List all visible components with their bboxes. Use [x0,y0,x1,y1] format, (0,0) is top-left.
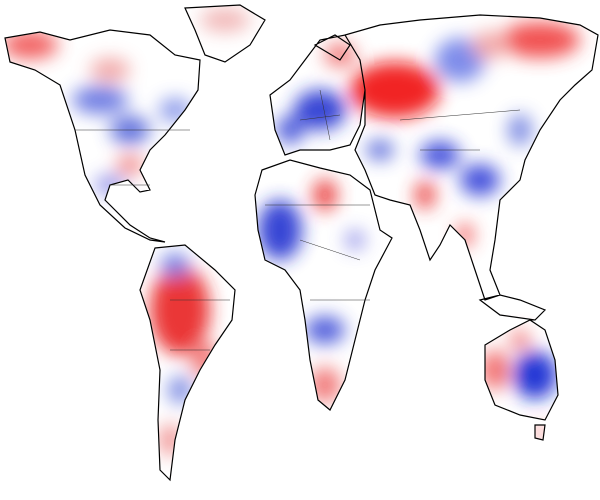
borders [75,89,521,351]
